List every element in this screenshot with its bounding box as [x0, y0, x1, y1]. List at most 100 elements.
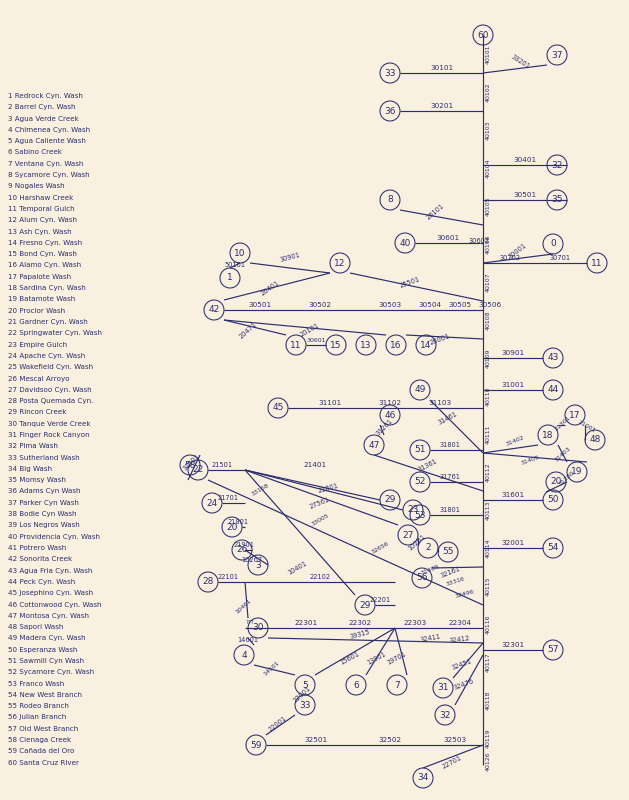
Text: 27: 27	[403, 530, 414, 539]
Text: 40108: 40108	[486, 310, 491, 330]
Text: 30504: 30504	[418, 302, 442, 308]
Text: 30901: 30901	[279, 251, 301, 262]
Text: 10 Harshaw Creek: 10 Harshaw Creek	[8, 194, 73, 201]
Text: 51: 51	[415, 446, 426, 454]
Text: 60: 60	[477, 30, 489, 39]
Text: 30602: 30602	[469, 238, 489, 244]
Text: 32496: 32496	[455, 589, 476, 599]
Text: 22701: 22701	[442, 754, 463, 770]
Text: 24 Apache Cyn. Wash: 24 Apache Cyn. Wash	[8, 353, 86, 359]
Text: 20: 20	[550, 478, 562, 486]
Text: 16: 16	[390, 341, 402, 350]
Text: 20 Proclor Wash: 20 Proclor Wash	[8, 308, 65, 314]
Text: 40111: 40111	[486, 424, 491, 444]
Text: 30201: 30201	[430, 103, 453, 109]
Text: 30101: 30101	[430, 65, 453, 71]
Text: 21001: 21001	[577, 420, 597, 434]
Text: 47: 47	[369, 441, 380, 450]
Text: 32503: 32503	[443, 737, 467, 743]
Text: 31 Finger Rock Canyon: 31 Finger Rock Canyon	[8, 432, 89, 438]
Text: 12: 12	[334, 258, 346, 267]
Text: 13901: 13901	[367, 650, 387, 666]
Text: 52: 52	[415, 478, 426, 486]
Text: 30505: 30505	[448, 302, 472, 308]
Text: 19: 19	[571, 467, 582, 477]
Text: 33201: 33201	[509, 54, 530, 70]
Text: 32476: 32476	[453, 678, 475, 691]
Text: 30503: 30503	[379, 302, 401, 308]
Text: 50101: 50101	[225, 262, 245, 268]
Text: 53 Franco Wash: 53 Franco Wash	[8, 681, 64, 686]
Text: 26 Mescal Arroyo: 26 Mescal Arroyo	[8, 375, 70, 382]
Text: 32501: 32501	[304, 737, 328, 743]
Text: 30506: 30506	[479, 302, 501, 308]
Text: 46: 46	[384, 410, 396, 419]
Text: 3 Agua Verde Creek: 3 Agua Verde Creek	[8, 115, 79, 122]
Text: 59 Cañada del Oro: 59 Cañada del Oro	[8, 749, 74, 754]
Text: 43 Agua Fria Cyn. Wash: 43 Agua Fria Cyn. Wash	[8, 568, 92, 574]
Text: 13 Ash Cyn. Wash: 13 Ash Cyn. Wash	[8, 229, 72, 234]
Text: 32412: 32412	[449, 635, 471, 645]
Text: 10267: 10267	[242, 557, 262, 563]
Text: 11: 11	[591, 258, 603, 267]
Text: 3: 3	[255, 561, 261, 570]
Text: 45: 45	[272, 403, 284, 413]
Text: 46 Cottonwood Cyn. Wash: 46 Cottonwood Cyn. Wash	[8, 602, 101, 607]
Text: 27561: 27561	[309, 496, 331, 510]
Text: 57 Old West Branch: 57 Old West Branch	[8, 726, 78, 732]
Text: 8 Sycamore Cyn. Wash: 8 Sycamore Cyn. Wash	[8, 172, 89, 178]
Text: 22: 22	[192, 466, 204, 474]
Text: 30 Tanque Verde Creek: 30 Tanque Verde Creek	[8, 421, 91, 426]
Text: 13: 13	[360, 341, 372, 350]
Text: 30501: 30501	[248, 302, 272, 308]
Text: 30601: 30601	[306, 338, 326, 343]
Text: 51 Sawmill Cyn Wash: 51 Sawmill Cyn Wash	[8, 658, 84, 664]
Text: 7: 7	[394, 681, 400, 690]
Text: 59: 59	[250, 741, 262, 750]
Text: 11: 11	[290, 341, 302, 350]
Text: 48 Sapori Wash: 48 Sapori Wash	[8, 624, 64, 630]
Text: 20101: 20101	[299, 322, 321, 338]
Text: 40114: 40114	[486, 538, 491, 558]
Text: 10201: 10201	[407, 533, 427, 551]
Text: 39315: 39315	[349, 629, 371, 639]
Text: 31761: 31761	[440, 474, 460, 480]
Text: 33 Sutherland Wash: 33 Sutherland Wash	[8, 454, 80, 461]
Text: 31461: 31461	[437, 410, 459, 426]
Text: 40110: 40110	[486, 386, 491, 406]
Text: 40119: 40119	[486, 728, 491, 748]
Text: 21801: 21801	[317, 482, 339, 494]
Text: 14601: 14601	[238, 637, 259, 643]
Text: 34 Big Wash: 34 Big Wash	[8, 466, 52, 472]
Text: 42: 42	[208, 306, 220, 314]
Text: 6 Sabino Creek: 6 Sabino Creek	[8, 150, 62, 155]
Text: 33: 33	[384, 69, 396, 78]
Text: 40116: 40116	[486, 614, 491, 634]
Text: 44 Peck Cyn. Wash: 44 Peck Cyn. Wash	[8, 579, 75, 585]
Text: 26: 26	[237, 546, 248, 554]
Text: 22201: 22201	[369, 597, 391, 603]
Text: 40109: 40109	[486, 348, 491, 368]
Text: 30601: 30601	[436, 235, 459, 241]
Text: 28 Posta Quemada Cyn.: 28 Posta Quemada Cyn.	[8, 398, 93, 404]
Text: 53: 53	[415, 510, 426, 519]
Text: 30: 30	[252, 623, 264, 633]
Text: 17 Papalote Wash: 17 Papalote Wash	[8, 274, 71, 280]
Text: 29: 29	[384, 495, 396, 505]
Text: 32502: 32502	[379, 737, 401, 743]
Text: 23 Empire Gulch: 23 Empire Gulch	[8, 342, 67, 347]
Text: 15 Bond Cyn. Wash: 15 Bond Cyn. Wash	[8, 251, 77, 258]
Text: 45 Josephino Cyn. Wash: 45 Josephino Cyn. Wash	[8, 590, 93, 596]
Text: 22303: 22303	[403, 620, 426, 626]
Text: 20: 20	[226, 522, 238, 531]
Text: 28: 28	[203, 578, 214, 586]
Text: 6: 6	[353, 681, 359, 690]
Text: 33005: 33005	[310, 513, 330, 527]
Text: 9 Nogales Wash: 9 Nogales Wash	[8, 183, 65, 190]
Text: 27 Davidsoo Cyn. Wash: 27 Davidsoo Cyn. Wash	[8, 387, 92, 393]
Text: 47 Montosa Cyn. Wash: 47 Montosa Cyn. Wash	[8, 613, 89, 619]
Text: 22 Springwater Cyn. Wash: 22 Springwater Cyn. Wash	[8, 330, 102, 336]
Text: 58 Cienaga Creek: 58 Cienaga Creek	[8, 737, 71, 743]
Text: ???: ???	[246, 621, 254, 626]
Text: 37: 37	[551, 50, 563, 59]
